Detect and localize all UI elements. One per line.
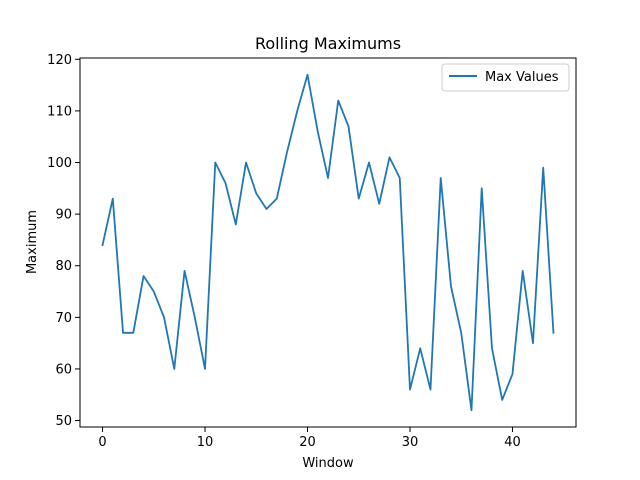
y-tick-label: 60 [55,362,72,377]
x-axis-label: Window [302,456,354,471]
y-axis-ticks: 50 60 70 80 90 100 110 120 [47,53,80,429]
y-tick-label: 90 [55,208,72,223]
y-tick-label: 80 [55,259,72,274]
x-tick-label: 10 [197,435,214,450]
y-tick-label: 100 [47,156,72,171]
x-tick-label: 0 [98,435,106,450]
y-tick-label: 120 [47,53,72,68]
y-tick-label: 50 [55,414,72,429]
series-line-max-values [101,73,555,412]
y-tick-label: 110 [47,104,72,119]
x-axis-ticks: 0 10 20 30 40 [98,427,521,450]
legend-box [441,63,570,92]
y-axis-label: Maximum [25,210,40,274]
x-tick-label: 20 [299,435,316,450]
x-tick-label: 30 [402,435,419,450]
legend-label: Max Values [485,70,559,85]
chart-title: Rolling Maximums [255,34,401,53]
axes-frame [79,57,577,428]
legend: Max Values [441,63,570,92]
y-tick-label: 70 [55,311,72,326]
x-tick-label: 40 [504,435,521,450]
series-layer [101,73,555,412]
